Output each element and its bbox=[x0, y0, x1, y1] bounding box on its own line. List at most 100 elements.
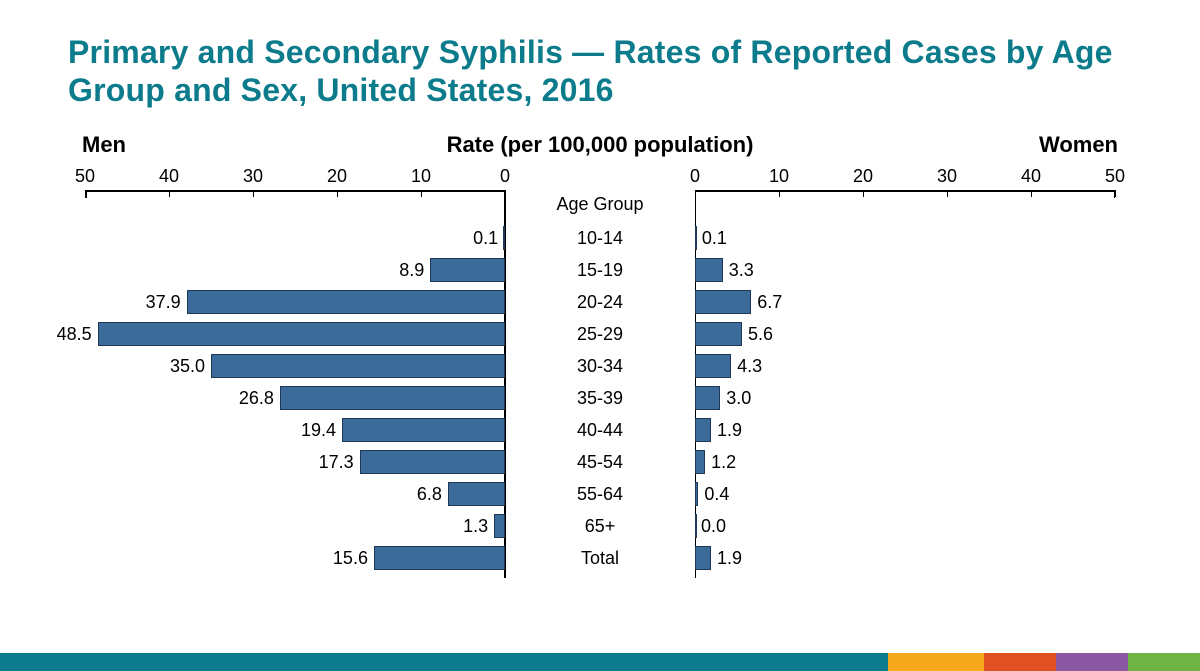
women-tickmark bbox=[1031, 190, 1032, 197]
men-bar bbox=[360, 450, 505, 474]
men-tickmark bbox=[337, 190, 338, 197]
women-tick: 50 bbox=[1095, 166, 1135, 187]
men-tick: 10 bbox=[401, 166, 441, 187]
footer-color-band bbox=[0, 653, 1200, 671]
pyramid-chart: Men Rate (per 100,000 population) Women … bbox=[70, 132, 1130, 602]
men-value: 35.0 bbox=[170, 354, 205, 378]
women-bar bbox=[695, 386, 720, 410]
men-value: 17.3 bbox=[319, 450, 354, 474]
age-label: 45-54 bbox=[540, 450, 660, 474]
women-bar bbox=[695, 418, 711, 442]
chart-row: 30-34 35.0 4.3 bbox=[70, 350, 1130, 382]
women-value: 0.4 bbox=[704, 482, 729, 506]
men-bar bbox=[280, 386, 505, 410]
slide: Primary and Secondary Syphilis — Rates o… bbox=[0, 0, 1200, 671]
men-value: 6.8 bbox=[417, 482, 442, 506]
men-value: 37.9 bbox=[146, 290, 181, 314]
women-tick: 40 bbox=[1011, 166, 1051, 187]
chart-row: 40-44 19.4 1.9 bbox=[70, 414, 1130, 446]
men-tick: 20 bbox=[317, 166, 357, 187]
chart-row: 45-54 17.3 1.2 bbox=[70, 446, 1130, 478]
women-value: 1.2 bbox=[711, 450, 736, 474]
footer-segment bbox=[888, 653, 984, 671]
men-bar bbox=[342, 418, 505, 442]
women-value: 6.7 bbox=[757, 290, 782, 314]
women-tickmark bbox=[863, 190, 864, 197]
men-tickmark bbox=[169, 190, 170, 197]
age-label: 65+ bbox=[540, 514, 660, 538]
men-value: 0.1 bbox=[473, 226, 498, 250]
men-value: 8.9 bbox=[399, 258, 424, 282]
chart-row: 25-2948.55.6 bbox=[70, 318, 1130, 350]
men-bar bbox=[494, 514, 505, 538]
women-bar bbox=[695, 450, 705, 474]
chart-row: 65+ 1.3 0.0 bbox=[70, 510, 1130, 542]
women-value: 1.9 bbox=[717, 418, 742, 442]
women-bar bbox=[695, 322, 742, 346]
men-bar bbox=[187, 290, 505, 314]
men-value: 26.8 bbox=[239, 386, 274, 410]
men-value: 1.3 bbox=[463, 514, 488, 538]
men-tickmark bbox=[421, 190, 422, 197]
age-label: 30-34 bbox=[540, 354, 660, 378]
women-bar bbox=[695, 546, 711, 570]
men-bar bbox=[448, 482, 505, 506]
men-tick: 50 bbox=[65, 166, 105, 187]
women-bar bbox=[695, 354, 731, 378]
chart-row: 10-14 0.1 0.1 bbox=[70, 222, 1130, 254]
men-tick: 40 bbox=[149, 166, 189, 187]
men-bar bbox=[98, 322, 505, 346]
footer-segment bbox=[984, 653, 1056, 671]
men-tick: 0 bbox=[485, 166, 525, 187]
women-value: 1.9 bbox=[717, 546, 742, 570]
chart-row: 20-24 37.9 6.7 bbox=[70, 286, 1130, 318]
women-value: 4.3 bbox=[737, 354, 762, 378]
men-value: 48.5 bbox=[57, 322, 92, 346]
women-bar bbox=[695, 290, 751, 314]
women-tickmark bbox=[695, 190, 696, 197]
women-value: 3.3 bbox=[729, 258, 754, 282]
women-bar bbox=[695, 226, 697, 250]
chart-row: Total 15.6 1.9 bbox=[70, 542, 1130, 574]
rate-header: Rate (per 100,000 population) bbox=[70, 132, 1130, 158]
age-label: 10-14 bbox=[540, 226, 660, 250]
women-tickmark bbox=[947, 190, 948, 197]
women-x-axis bbox=[695, 190, 1115, 192]
age-label: 35-39 bbox=[540, 386, 660, 410]
women-tick: 0 bbox=[675, 166, 715, 187]
women-value: 5.6 bbox=[748, 322, 773, 346]
age-label: 40-44 bbox=[540, 418, 660, 442]
men-tickmark bbox=[85, 190, 86, 197]
men-value: 19.4 bbox=[301, 418, 336, 442]
men-bar bbox=[211, 354, 505, 378]
women-bar bbox=[695, 258, 723, 282]
age-group-header: Age Group bbox=[70, 194, 1130, 215]
slide-title: Primary and Secondary Syphilis — Rates o… bbox=[68, 34, 1128, 110]
women-tick: 10 bbox=[759, 166, 799, 187]
men-bar bbox=[374, 546, 505, 570]
age-label: 15-19 bbox=[540, 258, 660, 282]
women-tick: 20 bbox=[843, 166, 883, 187]
chart-row: 35-39 26.8 3.0 bbox=[70, 382, 1130, 414]
men-tickmark bbox=[253, 190, 254, 197]
footer-segment bbox=[1128, 653, 1200, 671]
women-value: 0.1 bbox=[702, 226, 727, 250]
men-value: 15.6 bbox=[333, 546, 368, 570]
age-label: 20-24 bbox=[540, 290, 660, 314]
men-x-axis bbox=[85, 190, 505, 192]
footer-segment bbox=[1056, 653, 1128, 671]
men-tickmark bbox=[505, 190, 506, 197]
chart-row: 55-646.80.4 bbox=[70, 478, 1130, 510]
women-value: 3.0 bbox=[726, 386, 751, 410]
men-bar bbox=[503, 226, 505, 250]
women-tickmark bbox=[1115, 190, 1116, 197]
men-tick: 30 bbox=[233, 166, 273, 187]
chart-row: 15-19 8.9 3.3 bbox=[70, 254, 1130, 286]
women-value: 0.0 bbox=[701, 514, 726, 538]
age-label: Total bbox=[540, 546, 660, 570]
women-bar bbox=[695, 482, 698, 506]
women-tickmark bbox=[779, 190, 780, 197]
women-header: Women bbox=[1039, 132, 1118, 158]
age-label: 25-29 bbox=[540, 322, 660, 346]
women-bar bbox=[695, 514, 697, 538]
